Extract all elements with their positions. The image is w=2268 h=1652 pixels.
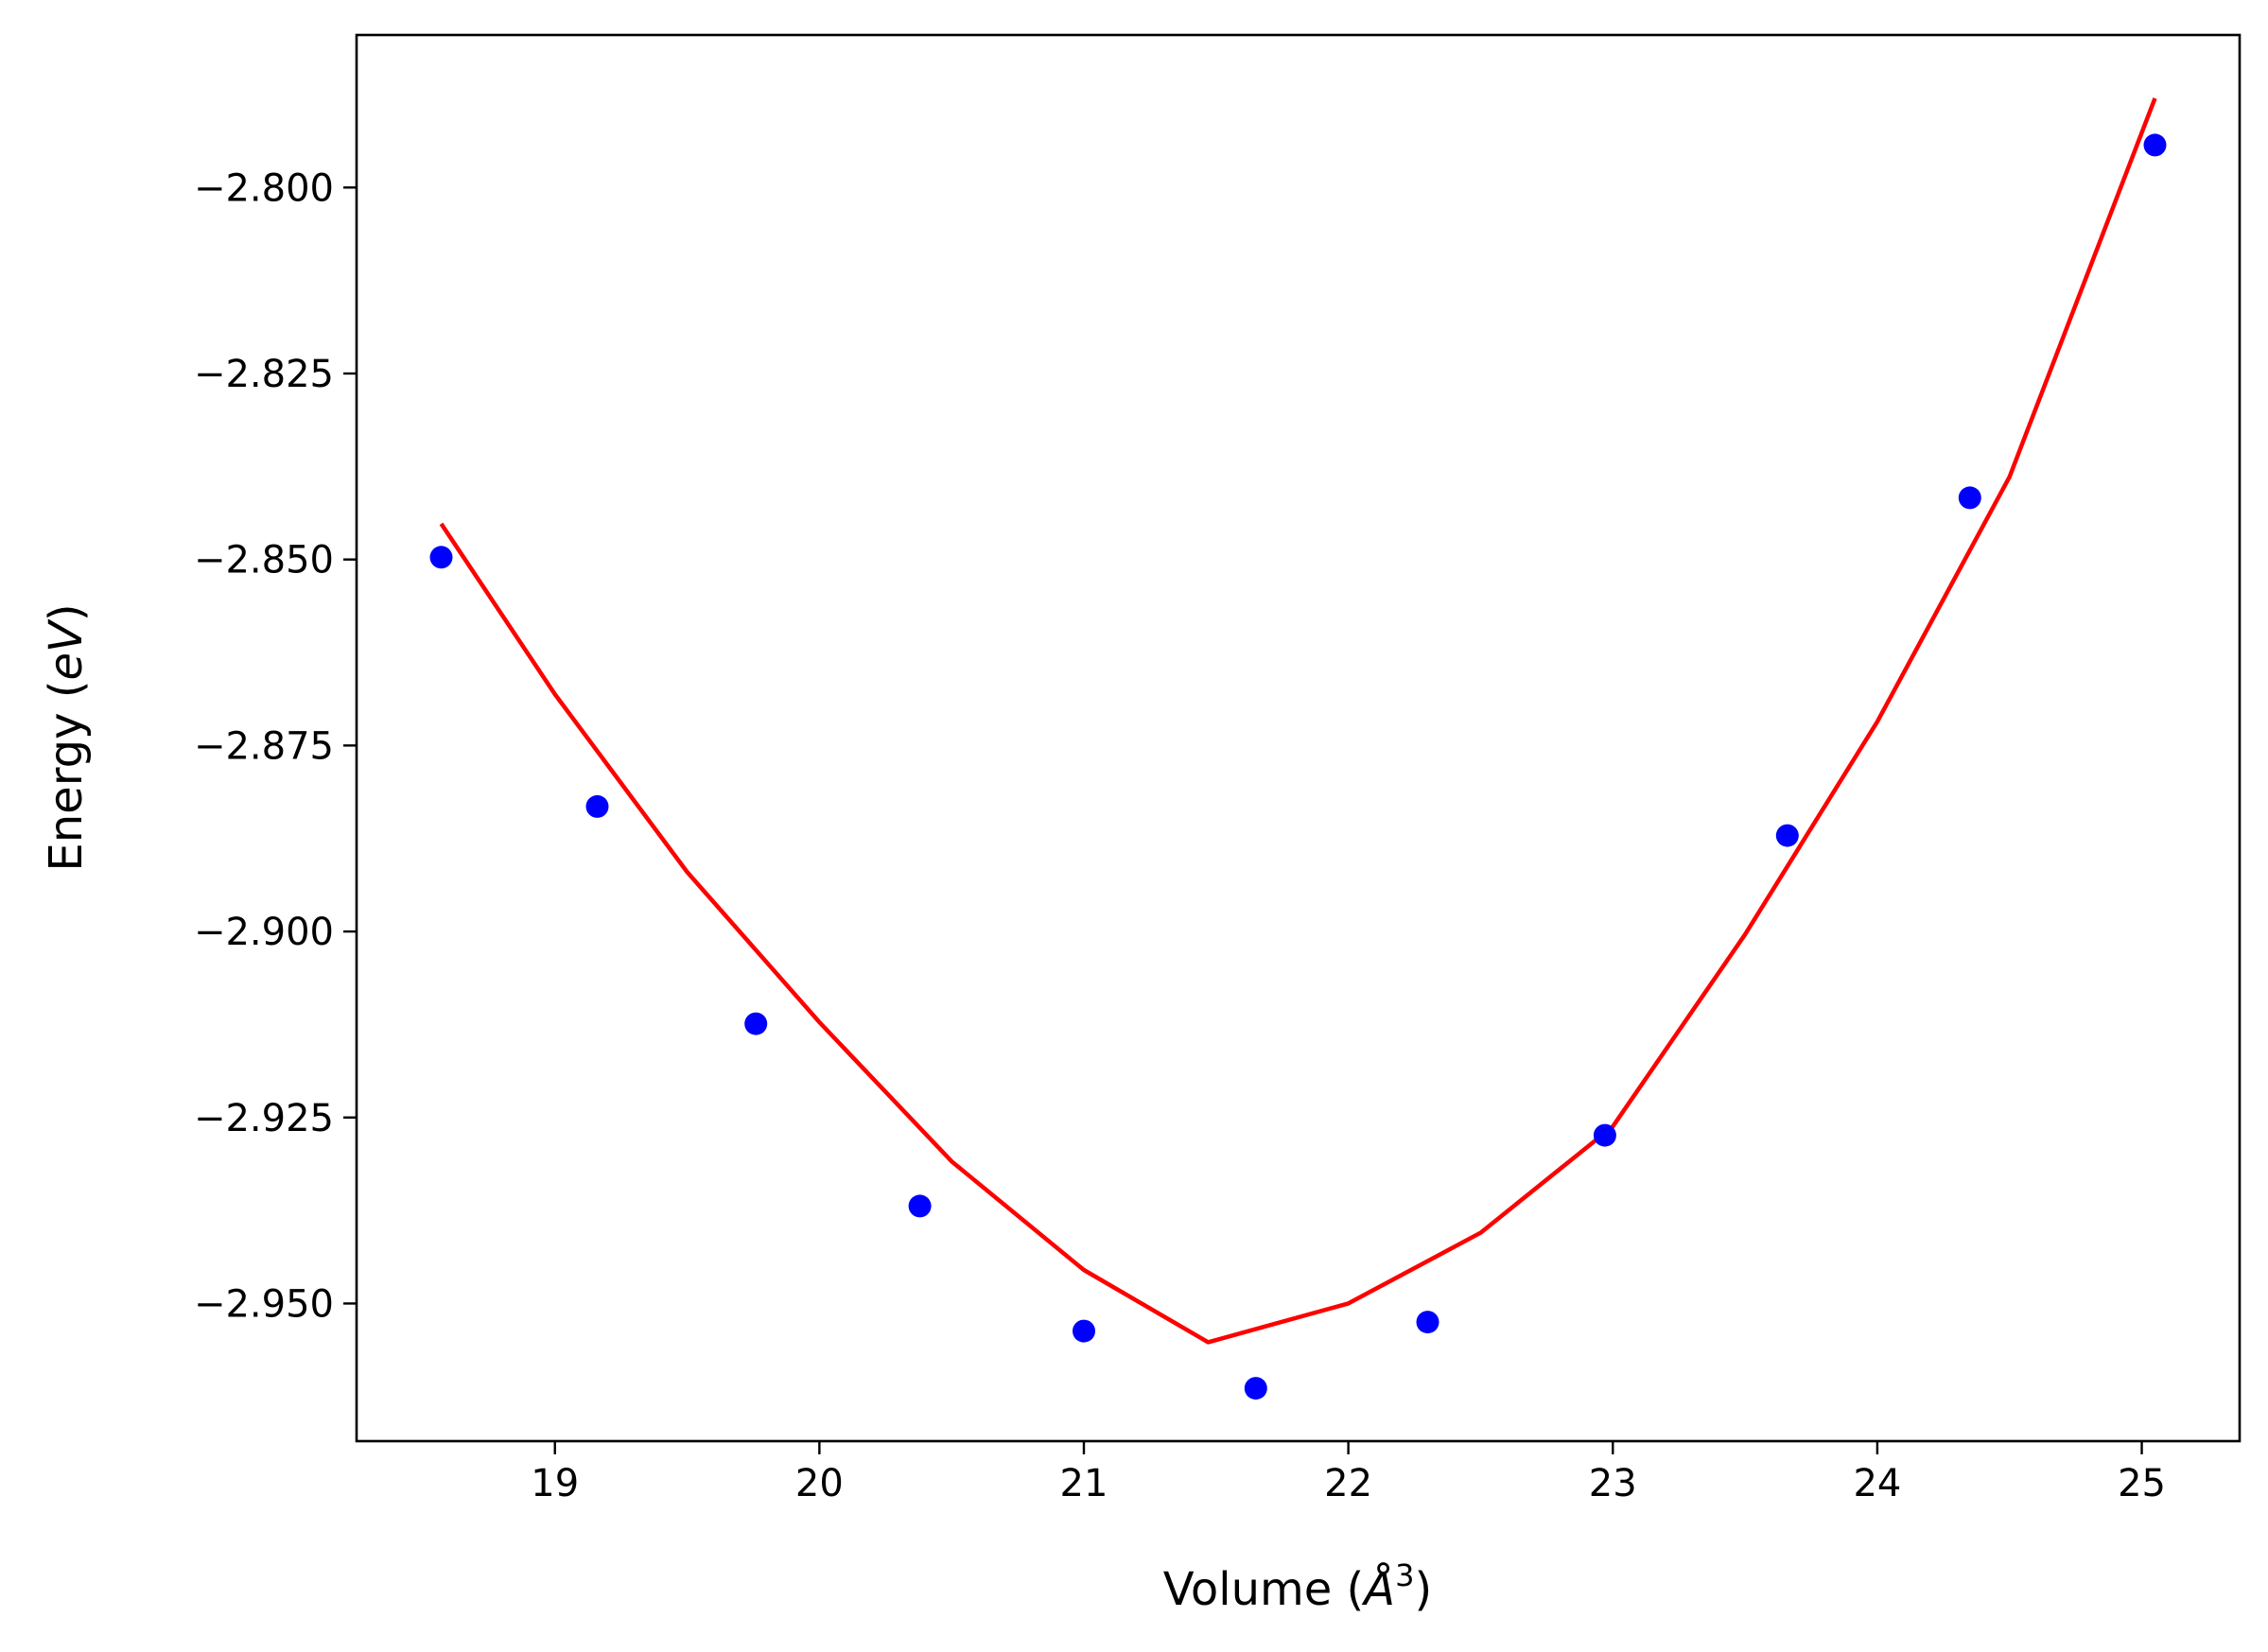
y-tick-label: −2.950 (194, 1282, 334, 1326)
y-tick-label: −2.800 (194, 166, 334, 210)
x-tick-label: 23 (1589, 1462, 1637, 1505)
data-points-layer (429, 133, 2167, 1400)
data-point (1775, 824, 1799, 847)
data-point (1244, 1377, 1267, 1400)
data-point (585, 794, 609, 818)
data-point (1073, 1319, 1095, 1343)
x-axis-unit-exponent: 3 (1395, 1557, 1414, 1593)
data-point (908, 1194, 932, 1218)
plot-frame (355, 33, 2242, 1443)
x-axis-unit-symbol: Å (1361, 1562, 1395, 1616)
y-axis-label: Energy (eV) (40, 603, 93, 871)
data-point (1416, 1311, 1439, 1334)
x-tick-label: 19 (531, 1462, 579, 1505)
y-axis-ticks: −2.800 −2.825 −2.850 −2.875 −2.900 −2.925 −2.9… (194, 166, 357, 1326)
x-tick-label: 20 (795, 1462, 844, 1505)
data-point (429, 546, 453, 569)
y-tick-label: −2.850 (194, 539, 334, 583)
x-tick-label: 24 (1853, 1462, 1901, 1505)
data-point (1958, 486, 1981, 510)
x-tick-label: 25 (2118, 1462, 2166, 1505)
fit-line-layer (439, 97, 2157, 1345)
x-tick-label: 22 (1324, 1462, 1372, 1505)
data-point (2143, 133, 2167, 157)
data-point (744, 1012, 768, 1035)
fit-curve (439, 97, 2157, 1345)
y-tick-label: −2.825 (194, 353, 334, 396)
x-tick-label: 21 (1060, 1462, 1108, 1505)
y-tick-label: −2.925 (194, 1097, 334, 1140)
y-axis-label-text: Energy (40, 713, 93, 872)
data-point (1593, 1123, 1616, 1147)
y-tick-label: −2.875 (194, 724, 334, 768)
y-axis-unit: eV (40, 618, 93, 681)
x-axis-label: Volume (Å3) (1163, 1557, 1432, 1616)
x-axis-label-text: Volume (1163, 1563, 1333, 1616)
x-axis-ticks: 19 20 21 22 23 24 25 (531, 1441, 2166, 1505)
y-tick-label: −2.900 (194, 911, 334, 954)
